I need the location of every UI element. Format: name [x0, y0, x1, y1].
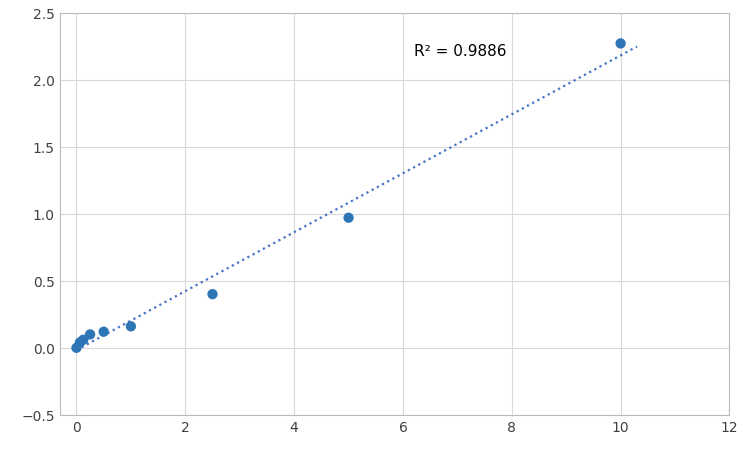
Point — [125, 323, 137, 330]
Point — [342, 215, 354, 222]
Point — [74, 339, 86, 346]
Point — [71, 345, 83, 352]
Point — [98, 328, 110, 336]
Point — [77, 336, 89, 344]
Point — [207, 291, 219, 298]
Point — [84, 331, 96, 338]
Point — [614, 41, 626, 48]
Text: R² = 0.9886: R² = 0.9886 — [414, 44, 506, 60]
